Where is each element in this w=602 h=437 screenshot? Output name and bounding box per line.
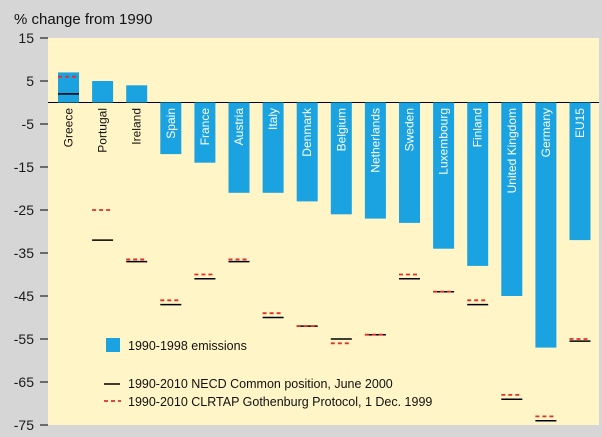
y-tick-label-0: 15 — [18, 30, 34, 46]
legend-label-bars: 1990-1998 emissions — [128, 339, 247, 353]
category-label-1: Portugal — [96, 108, 110, 153]
y-tick-label-2: -5 — [22, 116, 35, 132]
chart-title: % change from 1990 — [14, 11, 152, 28]
category-label-2: Ireland — [130, 108, 144, 145]
bar-8 — [330, 102, 352, 215]
bar-9 — [364, 102, 386, 219]
legend-label-clrtap: 1990-2010 CLRTAP Gothenburg Protocol, 1 … — [128, 395, 432, 409]
bar-14 — [535, 102, 557, 348]
bar-4 — [194, 102, 216, 163]
category-label-15: EU15 — [573, 108, 587, 138]
category-label-4: France — [198, 108, 212, 146]
category-label-6: Italy — [266, 108, 280, 130]
y-tick-label-9: -75 — [14, 417, 34, 433]
bar-3 — [160, 102, 182, 155]
y-tick-label-1: 5 — [26, 73, 34, 89]
category-label-3: Spain — [164, 108, 178, 139]
y-tick-label-8: -65 — [14, 374, 34, 390]
category-label-12: Finland — [471, 108, 485, 147]
bar-1 — [92, 81, 114, 103]
category-labels: Greece Portugal Ireland Spain France Austria I… — [62, 107, 588, 193]
bar-2 — [126, 85, 148, 103]
bar-0 — [58, 72, 79, 103]
category-label-10: Sweden — [403, 108, 417, 151]
category-label-13: United Kingdom — [505, 108, 519, 193]
category-label-8: Belgium — [334, 108, 348, 151]
category-label-5: Austria — [232, 108, 246, 146]
bar-12 — [467, 102, 489, 266]
category-label-11: Luxembourg — [437, 108, 451, 175]
bar-11 — [433, 102, 455, 249]
y-axis: 15 5 -5 -15 -25 -35 -45 -55 -65 -75 — [14, 30, 48, 433]
clrtap-markers — [58, 75, 591, 418]
y-tick-label-7: -55 — [14, 331, 34, 347]
bar-7 — [296, 102, 318, 202]
bar-5 — [228, 102, 250, 193]
category-label-9: Netherlands — [368, 108, 382, 173]
bar-10 — [399, 102, 420, 223]
category-label-0: Greece — [62, 108, 76, 148]
y-tick-label-6: -45 — [14, 288, 34, 304]
y-tick-label-3: -15 — [14, 159, 34, 175]
bar-6 — [262, 102, 284, 193]
bar-15 — [569, 102, 591, 241]
category-label-7: Denmark — [300, 107, 314, 157]
legend: 1990-1998 emissions 1990-2010 NECD Commo… — [104, 338, 432, 409]
bar-13 — [501, 102, 523, 296]
legend-swatch-bars — [106, 338, 120, 352]
y-tick-label-5: -35 — [14, 245, 34, 261]
legend-label-necd: 1990-2010 NECD Common position, June 200… — [128, 377, 393, 391]
category-label-14: Germany — [539, 108, 553, 157]
y-tick-label-4: -25 — [14, 202, 34, 218]
bars-series — [58, 72, 591, 348]
